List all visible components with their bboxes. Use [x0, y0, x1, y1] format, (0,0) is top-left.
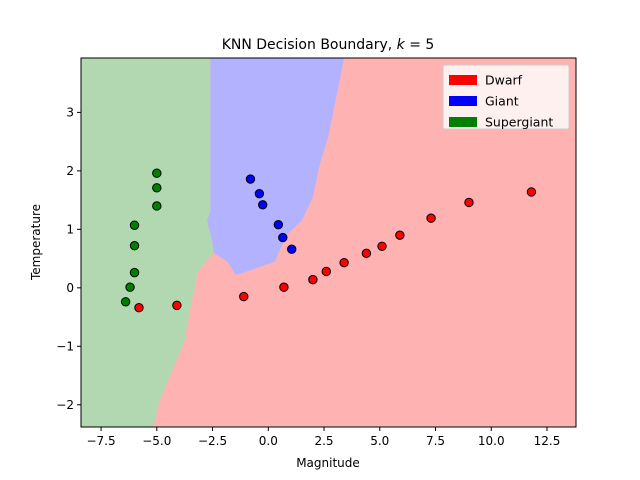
x-tick-label: −7.5	[86, 434, 115, 448]
y-tick-label: −1	[56, 339, 74, 353]
legend-swatch-giant	[449, 96, 477, 106]
x-tick-label: −5.0	[142, 434, 171, 448]
point-dwarf	[526, 187, 537, 197]
point-giant	[287, 244, 297, 254]
legend-swatch-dwarf	[449, 75, 477, 85]
point-dwarf	[426, 213, 436, 223]
point-supergiant	[129, 267, 140, 278]
plot-frame	[80, 57, 577, 428]
point-giant	[258, 200, 268, 210]
x-axis-ticks: −7.5 −5.0 −2.5 0.0 2.5 5.0 7.5 10.0 12.5	[86, 427, 560, 448]
region-supergiant	[81, 58, 214, 427]
point-dwarf	[339, 257, 349, 268]
x-tick-label: 7.5	[426, 434, 445, 448]
point-dwarf	[321, 266, 331, 277]
point-supergiant	[129, 241, 140, 251]
data-points	[120, 168, 537, 313]
point-supergiant	[129, 220, 140, 230]
point-supergiant	[152, 201, 162, 211]
legend-label-supergiant: Supergiant	[485, 115, 553, 130]
x-tick-label: 10.0	[478, 434, 505, 448]
legend-label-giant: Giant	[485, 94, 519, 109]
chart-title: KNN Decision Boundary, k = 5	[222, 37, 435, 53]
point-supergiant	[120, 297, 131, 307]
x-tick-label: 5.0	[370, 434, 389, 448]
point-dwarf	[279, 282, 289, 292]
x-axis-label: Magnitude	[296, 456, 360, 470]
point-giant	[254, 188, 265, 199]
point-dwarf	[134, 303, 144, 313]
point-dwarf	[377, 241, 387, 252]
point-dwarf	[395, 230, 405, 240]
y-tick-label: 2	[66, 164, 74, 178]
x-tick-label: 0.0	[259, 434, 278, 448]
point-giant	[273, 219, 284, 230]
point-dwarf	[308, 274, 318, 285]
x-tick-label: 12.5	[534, 434, 561, 448]
x-tick-label: −2.5	[198, 434, 227, 448]
y-axis-ticks: −2 −1 0 1 2 3	[56, 105, 81, 412]
point-supergiant	[125, 282, 135, 292]
legend-swatch-supergiant	[449, 117, 477, 127]
point-supergiant	[152, 183, 162, 193]
point-giant	[245, 174, 256, 184]
y-tick-label: 0	[66, 281, 74, 295]
y-axis-label: Temperature	[29, 204, 43, 281]
y-tick-label: 3	[66, 105, 74, 119]
point-dwarf	[172, 300, 182, 311]
point-supergiant	[152, 168, 162, 178]
x-tick-label: 2.5	[314, 434, 333, 448]
region-giant	[206, 58, 345, 275]
point-dwarf	[239, 291, 249, 302]
point-giant	[278, 232, 288, 243]
point-dwarf	[361, 248, 372, 259]
legend-label-dwarf: Dwarf	[485, 73, 523, 88]
legend: Dwarf Giant Supergiant	[442, 64, 570, 130]
y-tick-label: −2	[56, 398, 74, 412]
point-dwarf	[464, 197, 474, 208]
y-tick-label: 1	[66, 222, 74, 236]
